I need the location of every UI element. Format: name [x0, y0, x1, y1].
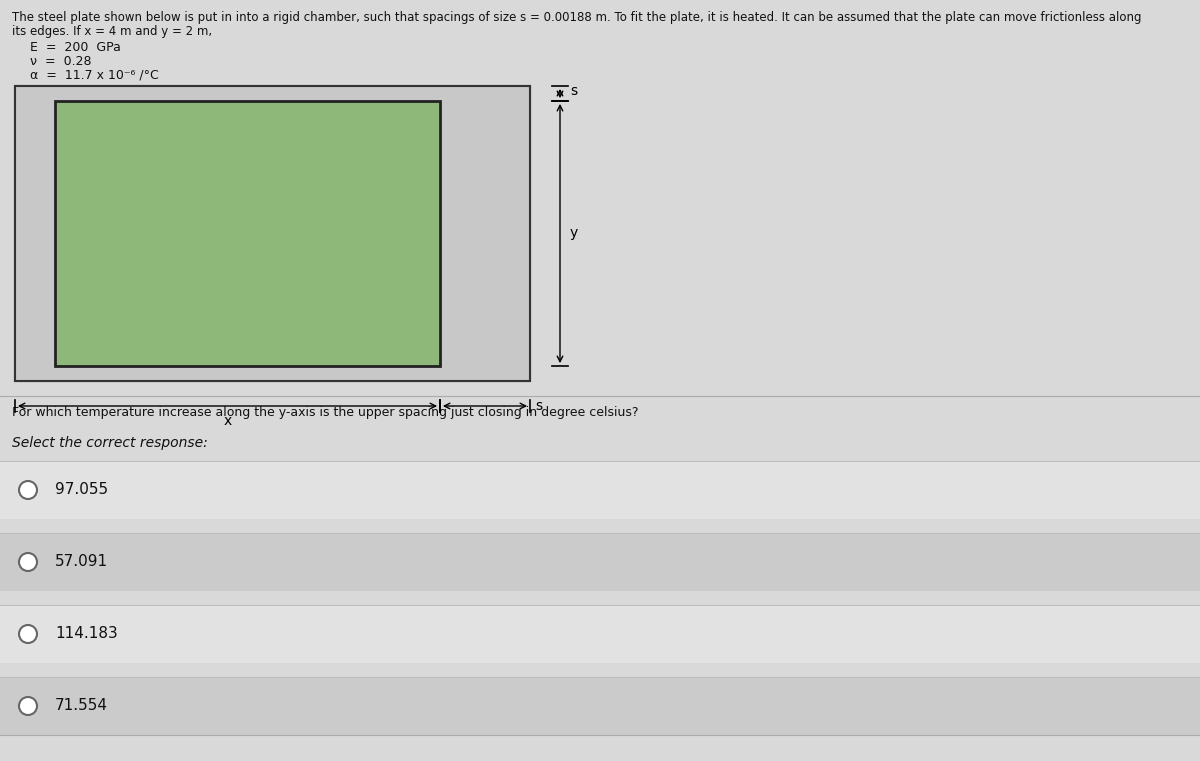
Circle shape: [19, 625, 37, 643]
Text: ν  =  0.28: ν = 0.28: [30, 55, 91, 68]
Bar: [0, 677, 1200, 735]
Text: α  =  11.7 x 10⁻⁶ /°C: α = 11.7 x 10⁻⁶ /°C: [30, 69, 158, 82]
Bar: [55, 86, 440, 366]
Bar: [55, 101, 440, 366]
Text: 71.554: 71.554: [55, 699, 108, 714]
Text: 57.091: 57.091: [55, 555, 108, 569]
Text: Select the correct response:: Select the correct response:: [12, 436, 208, 450]
Bar: [0, 461, 1200, 519]
Bar: [440, 86, 530, 366]
Bar: [14, 86, 530, 381]
Bar: [0, 533, 1200, 591]
Text: x: x: [223, 414, 232, 428]
Text: s: s: [570, 84, 577, 98]
Circle shape: [19, 553, 37, 571]
Bar: [14, 86, 55, 381]
Bar: [55, 86, 440, 101]
Bar: [55, 366, 530, 381]
Text: its edges. If x = 4 m and y = 2 m,: its edges. If x = 4 m and y = 2 m,: [12, 25, 212, 38]
Text: s: s: [535, 399, 542, 413]
Text: For which temperature increase along the y-axis is the upper spacing just closin: For which temperature increase along the…: [12, 406, 638, 419]
Text: E  =  200  GPa: E = 200 GPa: [30, 41, 121, 54]
Bar: [14, 86, 530, 381]
Text: y: y: [570, 227, 578, 240]
Bar: [0, 605, 1200, 663]
Circle shape: [19, 697, 37, 715]
Text: 97.055: 97.055: [55, 482, 108, 498]
Text: 114.183: 114.183: [55, 626, 118, 642]
Circle shape: [19, 481, 37, 499]
Text: The steel plate shown below is put in into a rigid chamber, such that spacings o: The steel plate shown below is put in in…: [12, 11, 1141, 24]
